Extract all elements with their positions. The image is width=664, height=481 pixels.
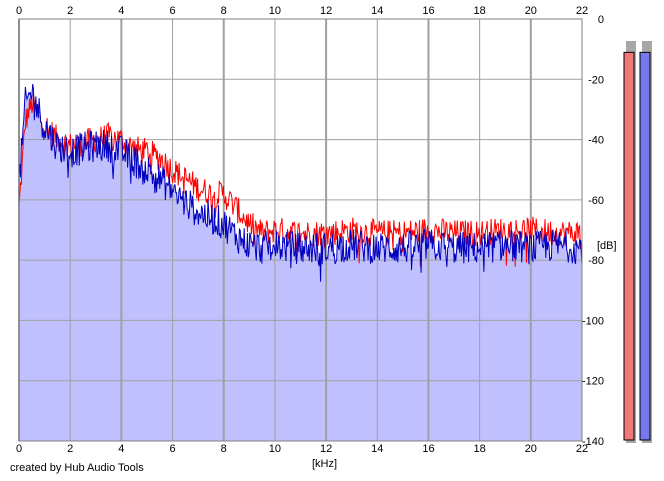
x-tick-label-top: 6 bbox=[169, 5, 175, 17]
x-tick-label-top: 20 bbox=[525, 5, 537, 17]
spectrum-area-fill bbox=[19, 84, 582, 441]
x-tick-label-bottom: 22 bbox=[576, 443, 588, 455]
x-tick-label-bottom: 18 bbox=[474, 443, 486, 455]
axis-layer: 002244668810101212141416161818202022220-… bbox=[16, 5, 604, 455]
x-tick-label-top: 10 bbox=[269, 5, 281, 17]
x-tick-label-top: 22 bbox=[576, 5, 588, 17]
fill-layer bbox=[19, 84, 582, 441]
x-tick-label-bottom: 20 bbox=[525, 443, 537, 455]
x-tick-label-top: 14 bbox=[371, 5, 383, 17]
x-tick-label-top: 8 bbox=[221, 5, 227, 17]
y-tick-label: -100 bbox=[582, 315, 604, 327]
y-tick-label: -140 bbox=[582, 436, 604, 448]
x-tick-label-bottom: 0 bbox=[16, 443, 22, 455]
x-tick-label-bottom: 2 bbox=[67, 443, 73, 455]
x-tick-label-top: 12 bbox=[320, 5, 332, 17]
y-tick-label: -20 bbox=[588, 74, 604, 86]
x-tick-label-bottom: 8 bbox=[221, 443, 227, 455]
y-tick-label: 0 bbox=[598, 14, 604, 26]
x-tick-label-bottom: 10 bbox=[269, 443, 281, 455]
x-tick-label-bottom: 14 bbox=[371, 443, 383, 455]
plot-frame bbox=[18, 18, 583, 442]
red-level-bar bbox=[623, 51, 635, 441]
x-tick-label-bottom: 12 bbox=[320, 443, 332, 455]
blue-level-bar bbox=[639, 51, 651, 441]
x-tick-label-bottom: 6 bbox=[169, 443, 175, 455]
series-layer bbox=[18, 83, 583, 282]
x-tick-label-bottom: 4 bbox=[118, 443, 124, 455]
y-tick-label: -80 bbox=[588, 255, 604, 267]
x-tick-label-top: 4 bbox=[118, 5, 124, 17]
level-meters bbox=[623, 41, 652, 443]
blue-channel-trace bbox=[18, 83, 583, 282]
x-tick-label-top: 0 bbox=[16, 5, 22, 17]
y-axis-label: [dB] bbox=[597, 240, 617, 252]
credit-text: created by Hub Audio Tools bbox=[10, 462, 144, 474]
x-tick-label-top: 16 bbox=[422, 5, 434, 17]
x-tick-label-top: 18 bbox=[474, 5, 486, 17]
x-tick-label-top: 2 bbox=[67, 5, 73, 17]
y-tick-label: -120 bbox=[582, 376, 604, 388]
y-tick-label: -40 bbox=[588, 135, 604, 147]
y-tick-label: -60 bbox=[588, 195, 604, 207]
x-axis-label: [kHz] bbox=[312, 458, 338, 470]
x-tick-label-bottom: 16 bbox=[422, 443, 434, 455]
